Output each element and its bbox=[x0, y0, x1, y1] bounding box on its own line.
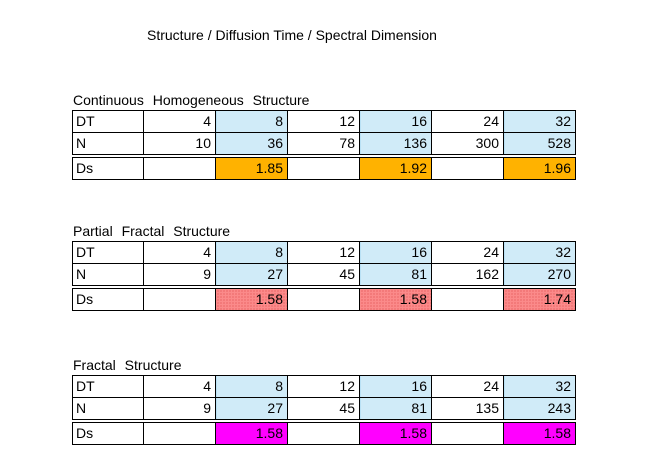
ds-cell: 1.92 bbox=[359, 157, 432, 180]
n-cell: 9 bbox=[143, 397, 216, 420]
n-cell: 81 bbox=[359, 397, 432, 420]
dt-cell: 12 bbox=[287, 110, 360, 133]
dt-cell: 32 bbox=[503, 241, 576, 264]
n-cell: 300 bbox=[431, 132, 504, 155]
dt-cell: 4 bbox=[143, 375, 216, 398]
n-cell: 45 bbox=[287, 397, 360, 420]
dt-n-table: DT 4 8 12 16 24 32 N 9 27 45 81 162 270 bbox=[72, 241, 576, 286]
table-row-n: N 9 27 45 81 135 243 bbox=[72, 397, 576, 420]
page-title: Structure / Diffusion Time / Spectral Di… bbox=[147, 27, 437, 43]
table-row-n: N 10 36 78 136 300 528 bbox=[72, 132, 576, 155]
ds-cell: 1.58 bbox=[215, 288, 288, 311]
n-cell: 45 bbox=[287, 263, 360, 286]
dt-cell: 12 bbox=[287, 375, 360, 398]
ds-cell: 1.74 bbox=[503, 288, 576, 311]
ds-cell bbox=[143, 422, 216, 445]
n-cell: 10 bbox=[143, 132, 216, 155]
dt-cell: 16 bbox=[359, 110, 432, 133]
section-fractal: Fractal Structure DT 4 8 12 16 24 32 N 9… bbox=[72, 357, 576, 445]
dt-cell: 4 bbox=[143, 110, 216, 133]
n-cell: 27 bbox=[215, 397, 288, 420]
ds-cell bbox=[287, 422, 360, 445]
ds-table: Ds 1.85 1.92 1.96 bbox=[72, 157, 576, 180]
dt-cell: 24 bbox=[431, 375, 504, 398]
row-label: N bbox=[72, 263, 144, 286]
ds-cell bbox=[143, 288, 216, 311]
row-label: N bbox=[72, 397, 144, 420]
ds-cell: 1.58 bbox=[359, 422, 432, 445]
dt-cell: 32 bbox=[503, 375, 576, 398]
dt-cell: 8 bbox=[215, 241, 288, 264]
table-row-n: N 9 27 45 81 162 270 bbox=[72, 263, 576, 286]
row-label: Ds bbox=[72, 288, 144, 311]
dt-cell: 8 bbox=[215, 375, 288, 398]
table-row-ds: Ds 1.58 1.58 1.58 bbox=[72, 422, 576, 445]
ds-cell bbox=[287, 157, 360, 180]
dt-cell: 32 bbox=[503, 110, 576, 133]
table-row-dt: DT 4 8 12 16 24 32 bbox=[72, 375, 576, 398]
ds-cell bbox=[431, 288, 504, 311]
n-cell: 243 bbox=[503, 397, 576, 420]
ds-cell: 1.58 bbox=[215, 422, 288, 445]
ds-table: Ds 1.58 1.58 1.58 bbox=[72, 422, 576, 445]
table-row-ds: Ds 1.58 1.58 1.74 bbox=[72, 288, 576, 311]
ds-cell: 1.58 bbox=[359, 288, 432, 311]
dt-cell: 8 bbox=[215, 110, 288, 133]
table-row-dt: DT 4 8 12 16 24 32 bbox=[72, 241, 576, 264]
n-cell: 36 bbox=[215, 132, 288, 155]
table-row-dt: DT 4 8 12 16 24 32 bbox=[72, 110, 576, 133]
row-label: DT bbox=[72, 375, 144, 398]
row-label: Ds bbox=[72, 157, 144, 180]
table-row-ds: Ds 1.85 1.92 1.96 bbox=[72, 157, 576, 180]
row-label: N bbox=[72, 132, 144, 155]
section-heading: Partial Fractal Structure bbox=[73, 223, 231, 239]
dt-cell: 24 bbox=[431, 241, 504, 264]
section-partial-fractal: Partial Fractal Structure DT 4 8 12 16 2… bbox=[72, 223, 576, 311]
n-cell: 78 bbox=[287, 132, 360, 155]
n-cell: 528 bbox=[503, 132, 576, 155]
n-cell: 9 bbox=[143, 263, 216, 286]
dt-cell: 16 bbox=[359, 241, 432, 264]
dt-cell: 12 bbox=[287, 241, 360, 264]
section-continuous-homogeneous: Continuous Homogeneous Structure DT 4 8 … bbox=[72, 92, 576, 180]
dt-cell: 16 bbox=[359, 375, 432, 398]
ds-cell bbox=[431, 157, 504, 180]
n-cell: 270 bbox=[503, 263, 576, 286]
row-label: DT bbox=[72, 241, 144, 264]
n-cell: 136 bbox=[359, 132, 432, 155]
ds-cell: 1.58 bbox=[503, 422, 576, 445]
ds-cell bbox=[431, 422, 504, 445]
n-cell: 27 bbox=[215, 263, 288, 286]
dt-cell: 4 bbox=[143, 241, 216, 264]
row-label: Ds bbox=[72, 422, 144, 445]
ds-cell: 1.85 bbox=[215, 157, 288, 180]
n-cell: 162 bbox=[431, 263, 504, 286]
section-heading: Continuous Homogeneous Structure bbox=[73, 92, 310, 108]
row-label: DT bbox=[72, 110, 144, 133]
n-cell: 135 bbox=[431, 397, 504, 420]
ds-table: Ds 1.58 1.58 1.74 bbox=[72, 288, 576, 311]
dt-cell: 24 bbox=[431, 110, 504, 133]
ds-cell: 1.96 bbox=[503, 157, 576, 180]
n-cell: 81 bbox=[359, 263, 432, 286]
ds-cell bbox=[287, 288, 360, 311]
dt-n-table: DT 4 8 12 16 24 32 N 9 27 45 81 135 243 bbox=[72, 375, 576, 420]
ds-cell bbox=[143, 157, 216, 180]
dt-n-table: DT 4 8 12 16 24 32 N 10 36 78 136 300 52… bbox=[72, 110, 576, 155]
section-heading: Fractal Structure bbox=[73, 357, 182, 373]
